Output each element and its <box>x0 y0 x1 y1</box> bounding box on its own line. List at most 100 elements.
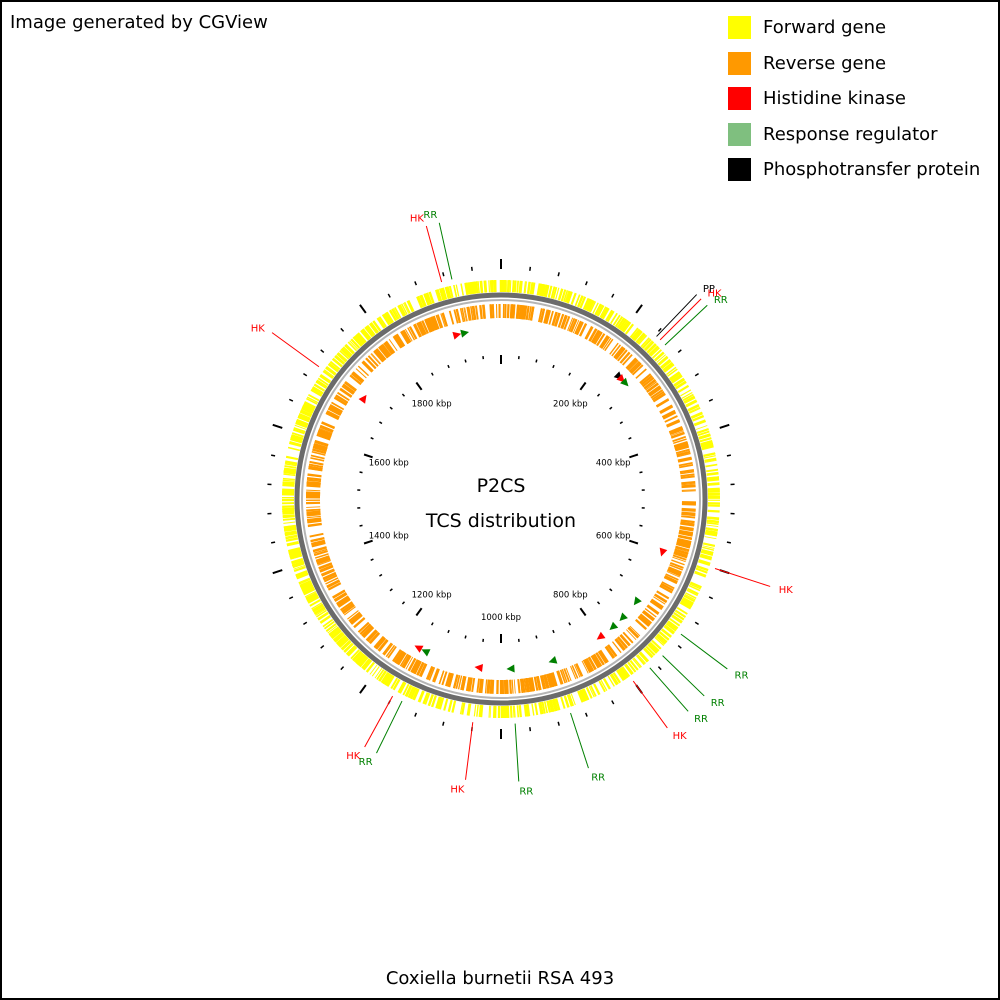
forward-gene-stripe <box>553 698 558 711</box>
forward-gene-stripe <box>439 288 445 301</box>
forward-gene-stripe <box>580 689 587 702</box>
forward-gene-stripe <box>703 452 716 458</box>
forward-gene-stripe <box>667 620 679 629</box>
reverse-gene-stripe <box>313 548 328 554</box>
organism-name: Coxiella burnetii RSA 493 <box>385 968 615 989</box>
reverse-gene-stripe <box>312 546 327 553</box>
forward-gene-stripe <box>345 645 356 656</box>
scale-tick <box>628 558 632 561</box>
reverse-gene-stripe <box>675 448 690 454</box>
forward-gene-stripe <box>353 652 363 662</box>
forward-gene-stripe <box>335 355 345 364</box>
reverse-gene-stripe <box>449 673 454 688</box>
forward-gene-stripe <box>698 433 711 438</box>
reverse-gene-stripe <box>681 512 696 516</box>
reverse-gene-stripe <box>648 386 662 396</box>
forward-gene-stripe <box>687 587 699 595</box>
reverse-gene-stripe <box>326 579 340 588</box>
forward-gene-stripe <box>565 290 572 303</box>
forward-gene-stripe <box>313 384 325 392</box>
reverse-gene-stripe <box>650 389 664 399</box>
reverse-gene-stripe <box>309 532 324 538</box>
forward-gene-stripe <box>296 419 309 426</box>
reverse-gene-stripe <box>342 384 355 394</box>
callout-label: PP <box>703 284 715 295</box>
forward-gene-stripe <box>298 415 310 422</box>
forward-gene-stripe <box>402 302 410 314</box>
reverse-gene-stripe <box>641 610 655 622</box>
reverse-gene-stripe <box>322 571 336 579</box>
reverse-gene-stripe <box>419 663 428 678</box>
forward-gene-stripe <box>665 622 677 632</box>
forward-gene-stripe <box>690 411 703 418</box>
forward-gene-stripe <box>466 703 471 716</box>
forward-gene-stripe <box>680 600 692 609</box>
forward-gene-stripe <box>452 700 457 713</box>
reverse-gene-stripe <box>306 512 321 516</box>
forward-gene-stripe <box>422 692 429 705</box>
forward-gene-stripe <box>315 608 326 616</box>
forward-gene-stripe <box>703 452 716 456</box>
reverse-gene-stripe <box>567 317 574 331</box>
forward-gene-stripe <box>617 668 627 680</box>
reverse-gene-stripe <box>676 450 691 457</box>
forward-gene-stripe <box>412 688 419 700</box>
forward-gene-stripe <box>431 695 436 707</box>
outer-tick <box>320 645 325 649</box>
reverse-gene-stripe <box>316 557 331 565</box>
forward-gene-stripe <box>443 698 449 711</box>
forward-gene-stripe <box>610 313 618 324</box>
reverse-gene-stripe <box>664 415 678 423</box>
reverse-gene-stripe <box>353 617 366 628</box>
forward-gene-stripe <box>282 488 295 491</box>
reverse-gene-stripe <box>679 525 694 531</box>
forward-gene-stripe <box>592 302 599 314</box>
scale-tick <box>619 573 623 577</box>
forward-gene-stripe <box>428 694 434 707</box>
scale-tick <box>535 359 538 363</box>
reverse-gene-stripe <box>320 425 334 432</box>
forward-gene-stripe <box>284 530 297 534</box>
forward-gene-stripe <box>296 572 308 578</box>
forward-gene-stripe <box>690 581 702 588</box>
reverse-gene-stripe <box>417 321 426 336</box>
forward-gene-stripe <box>352 336 363 347</box>
forward-gene-stripe <box>358 332 367 343</box>
forward-gene-stripe <box>293 564 306 570</box>
forward-gene-stripe <box>455 284 460 297</box>
forward-gene-stripe <box>681 598 694 606</box>
forward-gene-stripe <box>531 703 535 716</box>
forward-gene-stripe <box>582 688 590 701</box>
forward-gene-stripe <box>574 294 581 307</box>
forward-gene-stripe <box>707 487 720 491</box>
forward-gene-stripe <box>405 685 413 697</box>
reverse-gene-stripe <box>513 679 516 694</box>
reverse-gene-stripe <box>591 330 600 343</box>
forward-gene-stripe <box>285 537 299 542</box>
forward-gene-stripe <box>684 593 696 601</box>
forward-gene-stripe <box>397 305 405 317</box>
reverse-gene-stripe <box>528 306 532 321</box>
reverse-gene-stripe <box>446 672 453 687</box>
forward-gene-stripe <box>677 384 689 393</box>
forward-gene-stripe <box>284 465 297 469</box>
forward-gene-stripe <box>488 705 491 718</box>
forward-gene-stripe <box>621 320 631 332</box>
forward-gene-stripe <box>680 389 692 397</box>
forward-gene-stripe <box>649 641 660 652</box>
forward-gene-stripe <box>509 705 513 718</box>
reverse-gene-stripe <box>467 306 472 321</box>
reverse-gene-stripe <box>468 677 472 692</box>
forward-gene-stripe <box>616 670 625 681</box>
forward-gene-stripe <box>289 443 301 447</box>
forward-gene-stripe <box>331 629 342 640</box>
reverse-gene-stripe <box>362 626 374 638</box>
reverse-gene-stripe <box>576 321 584 336</box>
reverse-gene-stripe <box>383 643 393 656</box>
reverse-gene-stripe <box>491 304 495 319</box>
reverse-gene-stripe <box>310 454 325 460</box>
reverse-gene-stripe <box>660 582 674 592</box>
reverse-gene-stripe <box>333 592 347 601</box>
reverse-gene-stripe <box>581 660 589 674</box>
reverse-gene-stripe <box>418 663 427 677</box>
